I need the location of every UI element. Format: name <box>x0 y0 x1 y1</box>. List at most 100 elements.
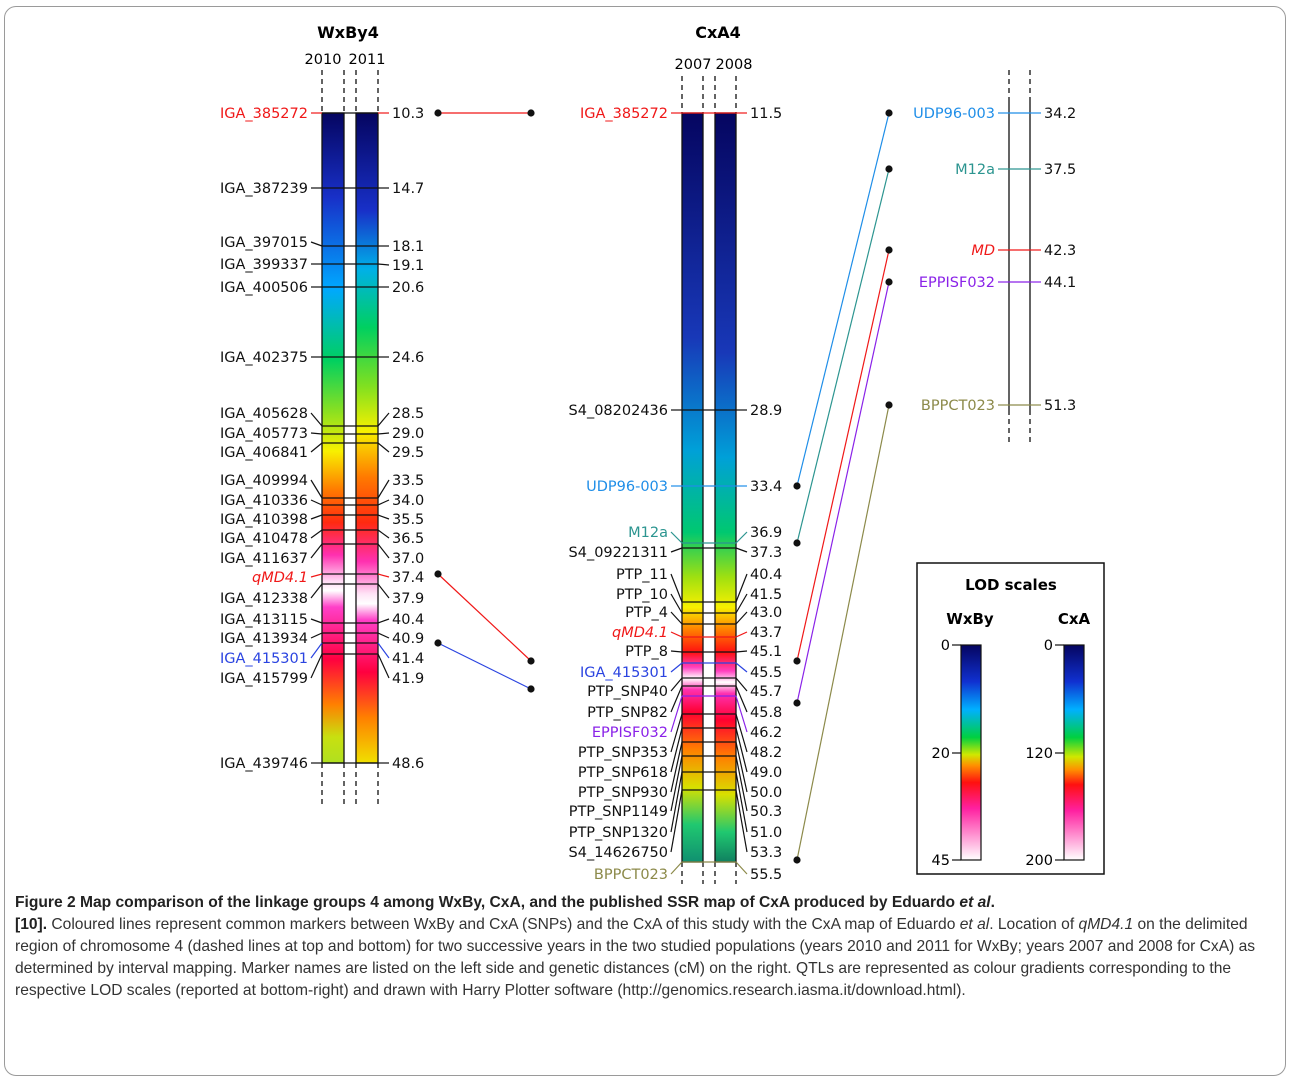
cxa4-marker-ptp-snp930-16: PTP_SNP930 50.0 <box>578 741 782 801</box>
wxby4-marker-iga-410336-10: IGA_410336 34.0 <box>220 493 424 509</box>
cxa4-marker-position: 43.0 <box>750 605 782 621</box>
cxa4-marker-position: 45.8 <box>750 705 782 721</box>
figure-caption: Figure 2 Map comparison of the linkage g… <box>15 894 1256 999</box>
wxby4-marker-position: 40.4 <box>392 612 424 628</box>
wxby4-lod-bar-2010 <box>321 112 345 764</box>
lod-cxa-tick-120: 120 <box>1025 746 1053 762</box>
ssr-marker-bppct023-4: BPPCT023 51.3 <box>921 398 1076 414</box>
ssr-marker-position: 51.3 <box>1044 398 1076 414</box>
wxby4-marker-iga-413934-17: IGA_413934 40.9 <box>220 631 424 647</box>
cxa4-marker-ptp-4-7: PTP_4 43.0 <box>625 605 782 625</box>
cxa4-marker-ptp-snp353-14: PTP_SNP353 48.2 <box>578 713 782 761</box>
wxby4-marker-name: IGA_410336 <box>220 493 308 509</box>
connector-bppct023 <box>796 404 890 861</box>
cxa4-marker-name: PTP_SNP40 <box>587 684 668 700</box>
wxby4-marker-name: IGA_410398 <box>220 512 308 528</box>
cxa4-marker-name: S4_09221311 <box>569 545 668 561</box>
wxby4-marker-position: 35.5 <box>392 512 424 528</box>
cxa4-marker-position: 50.3 <box>750 804 782 820</box>
wxby4-marker-name: IGA_415799 <box>220 671 308 687</box>
caption-title: Figure 2 Map comparison of the linkage g… <box>15 894 995 911</box>
wxby4-marker-iga-400506-4: IGA_400506 20.6 <box>220 280 424 296</box>
cxa4-marker-position: 43.7 <box>750 625 782 641</box>
cxa4-marker-position: 55.5 <box>750 867 782 883</box>
wxby4-marker-iga-411637-13: IGA_411637 37.0 <box>220 543 424 567</box>
wxby4-marker-position: 19.1 <box>392 258 424 274</box>
ssr-marker-udp96-003-0: UDP96-003 34.2 <box>913 106 1076 122</box>
cxa4-markers: IGA_385272 11.5 S4_08202436 28.9 UDP96-003 33… <box>569 106 783 883</box>
cxa4-marker-iga-415301-10: IGA_415301 45.5 <box>580 662 782 681</box>
cxa4-marker-position: 53.3 <box>750 845 782 861</box>
cxa4-marker-position: 48.2 <box>750 745 782 761</box>
cxa4-marker-position: 45.7 <box>750 684 782 700</box>
cxa4-marker-name: PTP_SNP1149 <box>569 804 668 820</box>
wxby4-marker-iga-410478-12: IGA_410478 36.5 <box>220 529 424 547</box>
linkage-map-figure: WxBy4 2010 2011 IGA_385272 10.3 IGA_387239… <box>220 23 1105 884</box>
lod-scales-legend: LOD scales WxBy CxA 0 20 45 0 120 200 <box>916 562 1105 875</box>
cxa4-marker-ptp-snp1149-17: PTP_SNP1149 50.3 <box>569 755 782 820</box>
wxby4-marker-name: IGA_415301 <box>220 651 308 667</box>
cxa4-marker-position: 40.4 <box>750 567 782 583</box>
ssr-map-chromosome <box>1008 70 1031 442</box>
cxa4-marker-name: PTP_8 <box>625 644 668 660</box>
wxby4-marker-name: IGA_405628 <box>220 406 308 422</box>
cxa4-marker-name: PTP_4 <box>625 605 668 621</box>
wxby4-marker-name: IGA_439746 <box>220 756 308 772</box>
figure-frame <box>4 6 1286 1076</box>
ssr-marker-position: 37.5 <box>1044 162 1076 178</box>
wxby4-marker-position: 14.7 <box>392 181 424 197</box>
cxa4-marker-ptp-snp40-11: PTP_SNP40 45.7 <box>587 677 782 700</box>
wxby4-marker-iga-405773-7: IGA_405773 29.0 <box>220 426 424 442</box>
connector-lines <box>434 109 893 864</box>
cxa4-marker-ptp-snp618-15: PTP_SNP618 49.0 <box>578 727 782 781</box>
wxby4-marker-position: 37.9 <box>392 591 424 607</box>
cxa4-marker-position: 28.9 <box>750 403 782 419</box>
ssr-marker-name: UDP96-003 <box>913 106 995 122</box>
wxby4-marker-position: 20.6 <box>392 280 424 296</box>
wxby4-marker-iga-397015-2: IGA_397015 18.1 <box>220 235 424 255</box>
wxby4-marker-iga-415799-19: IGA_415799 41.9 <box>220 653 424 687</box>
cxa4-marker-name: EPPISF032 <box>592 725 668 741</box>
wxby4-marker-name: IGA_412338 <box>220 591 308 607</box>
wxby4-marker-name: IGA_385272 <box>220 106 308 122</box>
ssr-marker-position: 34.2 <box>1044 106 1076 122</box>
lod-scale-cxa <box>1063 644 1085 861</box>
wxby4-marker-name: IGA_405773 <box>220 426 308 442</box>
cxa4-marker-name: UDP96-003 <box>586 479 668 495</box>
connector-iga415301 <box>437 642 532 690</box>
cxa4-title: CxA4 <box>695 23 741 42</box>
cxa4-marker-udp96-003-2: UDP96-003 33.4 <box>586 479 782 495</box>
cxa4-marker-name: PTP_SNP82 <box>587 705 668 721</box>
wxby4-group: WxBy4 2010 2011 IGA_385272 10.3 IGA_387239… <box>220 23 424 806</box>
cxa4-marker-name: PTP_SNP930 <box>578 785 668 801</box>
lod-wxby-tick-0: 0 <box>941 638 950 654</box>
wxby4-marker-name: IGA_400506 <box>220 280 308 296</box>
cxa4-marker-position: 50.0 <box>750 785 782 801</box>
cxa4-marker-ptp-snp1320-18: PTP_SNP1320 51.0 <box>569 771 782 841</box>
cxa4-marker-position: 49.0 <box>750 765 782 781</box>
cxa4-marker-name: PTP_10 <box>616 587 668 603</box>
cxa4-marker-name: PTP_SNP1320 <box>569 825 668 841</box>
wxby4-marker-position: 34.0 <box>392 493 424 509</box>
wxby4-marker-position: 10.3 <box>392 106 424 122</box>
cxa4-marker-position: 45.1 <box>750 644 782 660</box>
wxby4-marker-qmd4-1-14: qMD4.1 37.4 <box>252 570 424 586</box>
wxby4-marker-name: IGA_399337 <box>220 257 308 273</box>
cxa4-marker-name: qMD4.1 <box>612 625 668 641</box>
wxby4-lod-bar-2011 <box>355 112 379 764</box>
cxa4-lod-bar-2007 <box>681 112 704 863</box>
cxa4-marker-position: 33.4 <box>750 479 782 495</box>
cxa4-marker-name: S4_14626750 <box>569 845 668 861</box>
wxby4-marker-iga-412338-15: IGA_412338 37.9 <box>220 583 424 607</box>
cxa4-marker-m12a-3: M12a 36.9 <box>628 525 782 544</box>
caption-reference: [10]. <box>15 916 48 933</box>
cxa4-marker-name: PTP_SNP618 <box>578 765 668 781</box>
connector-qmd41 <box>437 573 532 662</box>
wxby4-markers: IGA_385272 10.3 IGA_387239 14.7 IGA_397015 18… <box>220 106 424 772</box>
wxby4-marker-name: IGA_406841 <box>220 445 308 461</box>
wxby4-marker-iga-439746-20: IGA_439746 48.6 <box>220 756 424 772</box>
cxa4-year-2007: 2007 <box>675 57 712 73</box>
wxby4-marker-iga-385272-0: IGA_385272 10.3 <box>220 106 424 122</box>
cxa4-marker-name: BPPCT023 <box>594 867 668 883</box>
cxa4-lod-bar-2008 <box>714 112 737 863</box>
